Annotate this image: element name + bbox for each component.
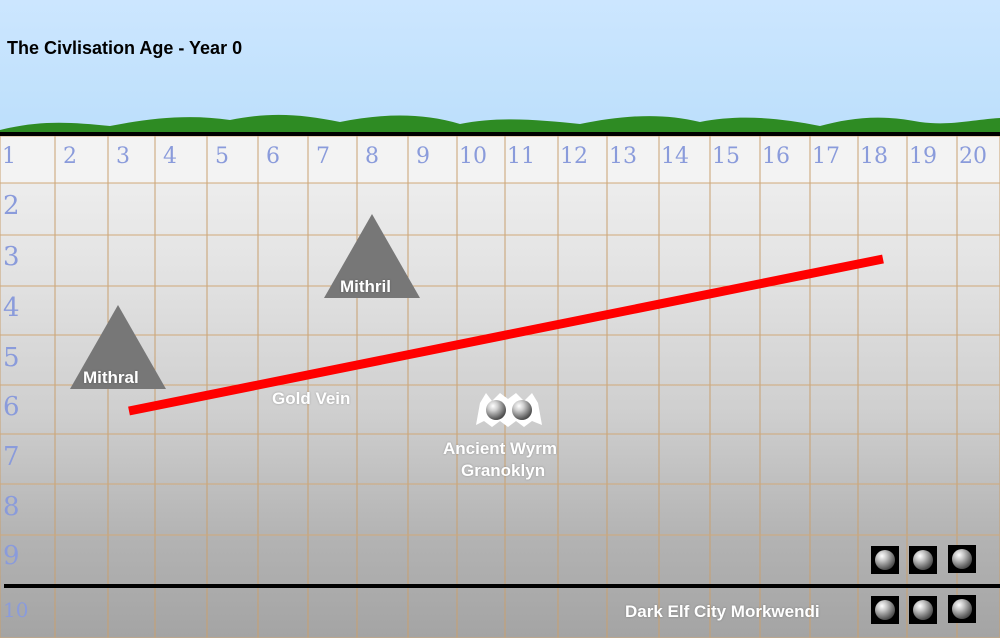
hills [0,114,1000,137]
column-number: 18 [860,144,888,169]
board-divider [4,584,1000,588]
city-token-icon[interactable] [948,595,976,623]
wyrm-name-line1: Ancient Wyrm [443,439,557,458]
column-number: 13 [609,144,637,169]
column-number: 7 [316,144,330,169]
gold-vein-label: Gold Vein [272,389,351,408]
row-number: 3 [3,242,20,272]
city-token-icon[interactable] [871,546,899,574]
column-number: 3 [116,144,130,169]
column-number: 16 [762,144,790,169]
column-number: 17 [812,144,840,169]
city-label: Dark Elf City Morkwendi [625,602,820,621]
column-number: 15 [712,144,740,169]
grid-lines [0,136,1000,638]
city-token-icon[interactable] [909,546,937,574]
row-number: 4 [3,293,20,323]
column-number: 4 [163,144,177,169]
column-number: 2 [63,144,77,169]
page-title: The Civlisation Age - Year 0 [7,38,243,58]
city-token-icon[interactable] [948,545,976,573]
row-number: 9 [3,541,20,571]
column-number: 1 [2,144,16,169]
city-token-icon[interactable] [909,596,937,624]
column-number: 19 [909,144,937,169]
column-number: 6 [266,144,280,169]
dragon-icon[interactable] [474,391,544,431]
row-number: 5 [3,343,20,373]
column-number: 12 [560,144,588,169]
mithril-label: Mithril [340,277,391,296]
column-number: 10 [459,144,487,169]
column-number: 20 [959,144,987,169]
column-number: 9 [416,144,430,169]
row-number: 10 [3,598,29,622]
column-header-strip [0,136,1000,183]
row-number: 6 [3,392,20,422]
column-number: 5 [215,144,229,169]
mithril-mountain-icon[interactable] [322,214,422,300]
row-number: 7 [3,442,20,472]
mithral-mountain-icon[interactable] [68,305,168,391]
mithral-label: Mithral [83,368,139,387]
sky [0,0,1000,138]
column-number: 14 [661,144,689,169]
wyrm-eye-right [512,400,532,420]
city-token-icon[interactable] [871,596,899,624]
column-number: 11 [507,144,535,169]
column-number: 8 [365,144,379,169]
row-number: 8 [3,492,20,522]
wyrm-eye-left [486,400,506,420]
row-number: 2 [3,191,20,221]
wyrm-name-line2: Granoklyn [461,461,546,480]
